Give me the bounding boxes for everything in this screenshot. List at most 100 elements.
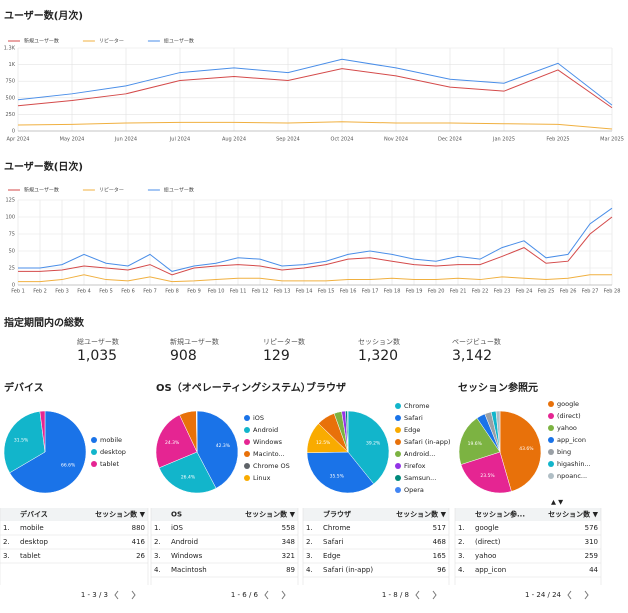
table-header[interactable]: セッション数 ▼ xyxy=(245,510,295,519)
pie-slice xyxy=(495,410,501,453)
x-tick-label: Oct 2024 xyxy=(331,137,354,143)
pie-slice xyxy=(499,410,542,492)
x-tick-label: Feb 11 xyxy=(230,289,247,295)
table-header[interactable]: セッション数 ▼ xyxy=(396,510,446,519)
x-tick-label: Feb 10 xyxy=(208,289,225,295)
x-tick-label: Feb 2025 xyxy=(546,137,569,143)
pager-next[interactable] xyxy=(432,590,437,600)
kpi-label: リピーター数 xyxy=(263,337,305,346)
row-label: Edge xyxy=(323,552,341,560)
legend-dot xyxy=(244,475,250,481)
pie-slice xyxy=(458,417,501,465)
pie-slice xyxy=(158,451,217,494)
legend-dot xyxy=(548,413,554,419)
slice-label: 24.3% xyxy=(165,440,180,446)
pie-slice xyxy=(347,410,390,485)
x-tick-label: Feb 3 xyxy=(55,289,69,295)
legend-label: bing xyxy=(557,448,571,456)
chart-title: ブラウザ xyxy=(306,381,346,394)
kpi-value: 908 xyxy=(170,348,197,364)
legend-label: tablet xyxy=(100,460,119,468)
pager-prev[interactable] xyxy=(264,590,269,600)
pager-prev[interactable] xyxy=(567,590,572,600)
chart-title: セッション参照元 xyxy=(458,381,538,394)
kpi-label: ページビュー数 xyxy=(452,337,501,346)
row-index: 2. xyxy=(306,538,313,546)
table-header[interactable]: セッション数 ▼ xyxy=(548,510,598,519)
legend-dot xyxy=(244,427,250,433)
kpi-value: 3,142 xyxy=(452,348,492,364)
table-header[interactable]: セッション数 ▼ xyxy=(95,510,145,519)
y-tick-label: 75 xyxy=(9,232,15,238)
legend-dot xyxy=(548,461,554,467)
x-tick-label: Feb 4 xyxy=(77,289,91,295)
row-index: 4. xyxy=(154,566,161,574)
legend-dot xyxy=(395,451,401,457)
row-value: 89 xyxy=(286,566,295,574)
row-value: 310 xyxy=(585,538,598,546)
pie-slice xyxy=(347,410,349,453)
x-tick-label: Jul 2024 xyxy=(169,137,190,143)
y-tick-label: 100 xyxy=(5,215,15,221)
row-value: 259 xyxy=(585,552,598,560)
pager-next[interactable] xyxy=(584,590,589,600)
row-label: Windows xyxy=(171,552,203,560)
series-line xyxy=(18,216,613,276)
legend-dot xyxy=(548,401,554,407)
pager-prev[interactable] xyxy=(114,590,119,600)
pager-text: 1 - 3 / 3 xyxy=(81,591,108,599)
row-index: 4. xyxy=(458,566,465,574)
row-value: 348 xyxy=(282,538,295,546)
pager-prev[interactable] xyxy=(415,590,420,600)
x-tick-label: Aug 2024 xyxy=(222,137,246,143)
table-header: セッション参... xyxy=(475,510,525,519)
y-tick-label: 500 xyxy=(5,95,15,101)
kpi-value: 1,035 xyxy=(77,348,117,364)
x-tick-label: Feb 17 xyxy=(362,289,379,295)
pager-text: 1 - 6 / 6 xyxy=(231,591,259,599)
legend-dot xyxy=(395,463,401,469)
row-value: 44 xyxy=(589,566,598,574)
legend-label: desktop xyxy=(100,448,126,456)
slice-label: 26.4% xyxy=(181,475,196,481)
table-header: デバイス xyxy=(20,510,48,519)
legend-dot xyxy=(395,415,401,421)
y-tick-label: 0 xyxy=(12,129,15,135)
row-label: (direct) xyxy=(475,538,501,546)
row-index: 2. xyxy=(154,538,161,546)
chart-title: ユーザー数(日次) xyxy=(4,160,83,173)
legend-dot xyxy=(244,439,250,445)
x-tick-label: Feb 22 xyxy=(472,289,489,295)
x-tick-label: Jun 2024 xyxy=(114,137,137,143)
kpi-value: 1,320 xyxy=(358,348,398,364)
x-tick-label: Feb 13 xyxy=(274,289,291,295)
legend-dot xyxy=(395,439,401,445)
pie-slice xyxy=(306,451,375,494)
legend-label: Linux xyxy=(253,474,271,482)
kpi-label: 総ユーザー数 xyxy=(77,337,119,346)
legend-label: 新規ユーザー数 xyxy=(24,187,59,194)
row-label: mobile xyxy=(20,524,44,532)
x-tick-label: Feb 23 xyxy=(494,289,511,295)
row-value: 165 xyxy=(433,552,446,560)
row-label: google xyxy=(475,524,499,532)
x-tick-label: Feb 19 xyxy=(406,289,423,295)
row-label: Safari (in-app) xyxy=(323,566,373,574)
legend-label: Opera xyxy=(404,486,424,494)
pager-next[interactable] xyxy=(281,590,286,600)
legend-pager[interactable]: ▲ ▼ xyxy=(551,498,563,506)
chart-title: ユーザー数(月次) xyxy=(4,9,83,22)
table-header-bg xyxy=(151,508,298,521)
legend-dot xyxy=(395,427,401,433)
slice-label: 39.2% xyxy=(366,441,381,447)
legend-dot xyxy=(548,449,554,455)
chart-title: OS（オペレーティングシステム） xyxy=(156,381,311,394)
x-tick-label: Feb 26 xyxy=(560,289,577,295)
y-tick-label: 750 xyxy=(5,79,15,85)
slice-label: 23.5% xyxy=(480,473,495,479)
kpi-label: 新規ユーザー数 xyxy=(170,337,219,346)
pager-next[interactable] xyxy=(131,590,136,600)
pie-slice xyxy=(9,410,87,494)
legend-label: (direct) xyxy=(557,412,581,420)
